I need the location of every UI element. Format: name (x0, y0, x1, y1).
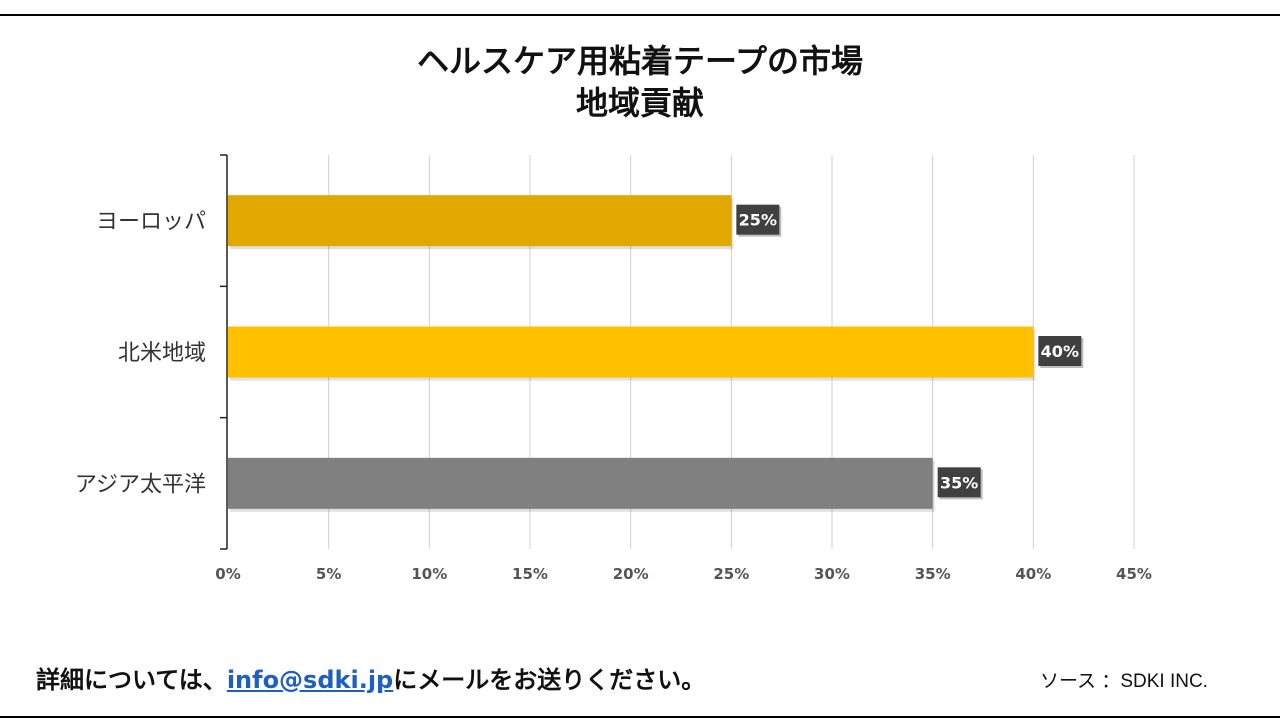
source-note: ソース ：SDKI INC. (1040, 671, 1208, 692)
data-label-box (937, 467, 981, 498)
x-tick-label: 35% (915, 565, 951, 583)
x-tick-label: 15% (512, 565, 548, 583)
top-rule (0, 14, 1280, 16)
data-label-box (736, 204, 780, 235)
x-tick-label: 30% (814, 565, 850, 583)
category-label: 北米地域 (118, 341, 206, 366)
x-tick-label: 0% (215, 565, 240, 583)
chart-title-line-2: 地域貢献 (575, 84, 704, 122)
data-label: 25% (739, 211, 777, 230)
category-label: アジア太平洋 (75, 472, 206, 497)
contact-prefix: 詳細については、 (36, 666, 227, 694)
x-tick-label: 40% (1015, 565, 1051, 583)
contact-suffix: にメールをお送りください。 (393, 666, 706, 694)
category-label: ヨーロッパ (96, 210, 206, 235)
x-tick-label: 5% (316, 565, 341, 583)
bar (228, 195, 732, 247)
bar-chart: 0% 5% 10% 15% 20% 25% 30% 35% 40% 45% ヨーロッパ 25% 北米地域… (75, 154, 1152, 583)
chart-title: ヘルスケア用粘着テープの市場 地域貢献 (0, 40, 1280, 124)
bottom-rule (0, 716, 1280, 718)
x-tick-label: 25% (713, 565, 749, 583)
email-link[interactable]: info@sdki.jp (226, 666, 394, 694)
x-tick-label: 20% (613, 565, 649, 583)
bar (228, 326, 1034, 378)
data-label: 35% (940, 473, 978, 492)
data-label-box (1038, 336, 1082, 366)
x-tick-label: 45% (1116, 565, 1152, 583)
data-label: 40% (1041, 342, 1079, 361)
chart-title-line-1: ヘルスケア用粘着テープの市場 (416, 42, 864, 80)
x-tick-label: 10% (411, 565, 447, 583)
bar (228, 457, 933, 509)
contact-note: 詳細については、info@sdki.jpにメールをお送りください。 (36, 660, 705, 695)
